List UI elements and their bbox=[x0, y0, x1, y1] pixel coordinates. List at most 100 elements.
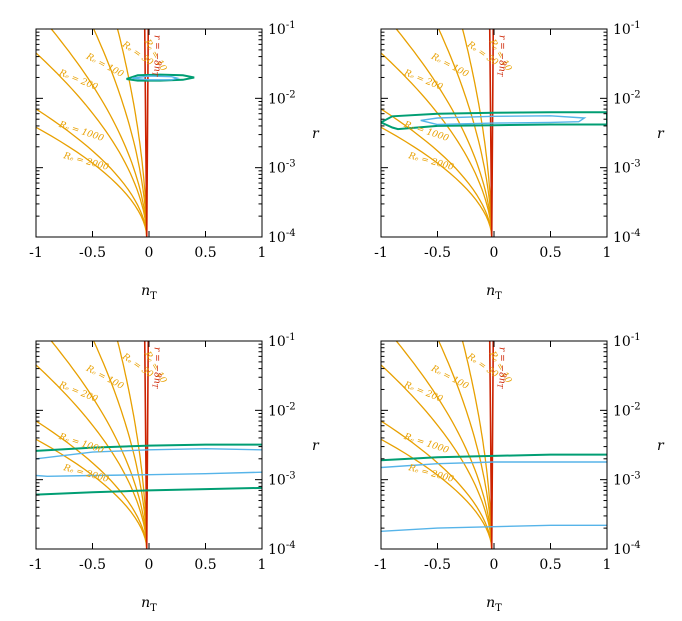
consistency-label: r = −8nT bbox=[151, 347, 162, 390]
consistency-line bbox=[143, 341, 150, 549]
contour-re-200 bbox=[36, 52, 148, 237]
inner-contour-2 bbox=[381, 461, 607, 469]
contour-re-10 bbox=[116, 29, 148, 237]
contour-label-re-200: Rₑ = 200 bbox=[402, 68, 445, 93]
contour-re-2000 bbox=[36, 126, 148, 237]
contour-label-re-200: Rₑ = 200 bbox=[57, 380, 100, 405]
x-tick-label: 1 bbox=[603, 245, 612, 261]
x-tick-label: 0.5 bbox=[539, 245, 561, 261]
contour-re-100 bbox=[50, 341, 148, 549]
contour-re-1000 bbox=[36, 108, 148, 237]
x-axis-label: nT bbox=[486, 283, 502, 302]
x-tick-label: -0.5 bbox=[79, 557, 106, 573]
x-tick-label: -1 bbox=[374, 557, 388, 573]
contour-label-re-100: Rₑ = 100 bbox=[428, 363, 470, 392]
y-tick-label: 10-1 bbox=[613, 20, 641, 38]
y-tick-label: 10-4 bbox=[613, 228, 641, 246]
contour-re-10 bbox=[116, 341, 148, 549]
y-axis-label: r bbox=[657, 438, 665, 454]
consistency-label: r = −8nT bbox=[496, 35, 507, 78]
contour-re-30 bbox=[92, 29, 148, 237]
y-tick-label: 10-1 bbox=[268, 332, 296, 350]
consistency-line bbox=[488, 29, 495, 237]
contour-label-re-200: Rₑ = 200 bbox=[402, 380, 445, 405]
x-tick-label: 0 bbox=[145, 245, 154, 261]
contour-re-30 bbox=[92, 341, 148, 549]
contour-re-2000 bbox=[381, 126, 493, 237]
outer-contour-1 bbox=[126, 73, 195, 82]
y-tick-label: 10-2 bbox=[613, 89, 641, 107]
contour-re-1000 bbox=[381, 108, 493, 237]
contour-re-1000 bbox=[36, 420, 148, 549]
contour-re-100 bbox=[395, 29, 493, 237]
contour-label-re-200: Rₑ = 200 bbox=[57, 68, 100, 93]
contour-re-200 bbox=[381, 52, 493, 237]
x-tick-label: 1 bbox=[603, 557, 612, 573]
y-tick-label: 10-2 bbox=[268, 89, 296, 107]
consistency-label: r = −8nT bbox=[151, 35, 162, 78]
contour-re-200 bbox=[381, 364, 493, 549]
outer-contour-1 bbox=[381, 453, 607, 462]
outer-contour-4 bbox=[36, 486, 262, 496]
y-tick-label: 10-2 bbox=[613, 401, 641, 419]
x-tick-label: -0.5 bbox=[79, 245, 106, 261]
y-tick-label: 10-3 bbox=[613, 159, 641, 177]
x-tick-label: 0 bbox=[145, 557, 154, 573]
inner-contour-3 bbox=[36, 471, 262, 478]
x-axis-label: nT bbox=[141, 595, 157, 614]
contour-re-30 bbox=[437, 341, 493, 549]
contour-re-10 bbox=[461, 29, 493, 237]
y-tick-label: 10-4 bbox=[613, 540, 641, 558]
x-tick-label: -1 bbox=[29, 245, 43, 261]
x-tick-label: -1 bbox=[29, 557, 43, 573]
contour-re-200 bbox=[36, 364, 148, 549]
x-axis-label: nT bbox=[141, 283, 157, 302]
contour-label-re-2000: Rₑ = 2000 bbox=[61, 151, 110, 173]
x-tick-label: 0.5 bbox=[194, 245, 216, 261]
contour-re-2000 bbox=[381, 438, 493, 549]
consistency-label: r = −8nT bbox=[496, 347, 507, 390]
x-tick-label: 0.5 bbox=[194, 557, 216, 573]
x-axis-label: nT bbox=[486, 595, 502, 614]
contour-label-re-2000: Rₑ = 2000 bbox=[406, 463, 455, 485]
inner-contour-3 bbox=[381, 524, 607, 532]
contour-label-re-2000: Rₑ = 2000 bbox=[406, 151, 455, 173]
y-axis-label: r bbox=[312, 126, 320, 142]
contour-re-10 bbox=[461, 341, 493, 549]
y-tick-label: 10-4 bbox=[268, 540, 296, 558]
y-tick-label: 10-4 bbox=[268, 228, 296, 246]
x-tick-label: -0.5 bbox=[424, 557, 451, 573]
y-axis-label: r bbox=[657, 126, 665, 142]
inner-contour-2 bbox=[132, 75, 180, 81]
y-tick-label: 10-1 bbox=[268, 20, 296, 38]
x-tick-label: -1 bbox=[374, 245, 388, 261]
y-tick-label: 10-3 bbox=[268, 471, 296, 489]
contour-re-100 bbox=[395, 341, 493, 549]
inner-contour-2 bbox=[36, 447, 262, 460]
contour-label-re-100: Rₑ = 100 bbox=[83, 363, 125, 392]
y-tick-label: 10-2 bbox=[268, 401, 296, 419]
contour-label-re-2000: Rₑ = 2000 bbox=[61, 463, 110, 485]
x-tick-label: 0 bbox=[490, 245, 499, 261]
consistency-line bbox=[488, 341, 495, 549]
contour-re-2000 bbox=[36, 438, 148, 549]
contour-label-re-100: Rₑ = 100 bbox=[428, 51, 470, 80]
y-tick-label: 10-3 bbox=[613, 471, 641, 489]
y-tick-label: 10-3 bbox=[268, 159, 296, 177]
x-tick-label: 0 bbox=[490, 557, 499, 573]
contour-label-re-100: Rₑ = 100 bbox=[83, 51, 125, 80]
outer-contour-1 bbox=[36, 443, 262, 452]
y-axis-label: r bbox=[312, 438, 320, 454]
outer-contour-1 bbox=[381, 111, 607, 131]
contour-re-100 bbox=[50, 29, 148, 237]
x-tick-label: 1 bbox=[258, 557, 267, 573]
x-tick-label: -0.5 bbox=[424, 245, 451, 261]
inner-contour-2 bbox=[420, 115, 587, 126]
